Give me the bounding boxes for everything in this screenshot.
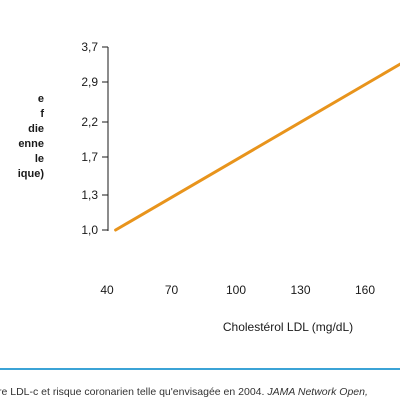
y-axis-ticks: 1,0 1,3 1,7 2,2 2,9 3,7: [81, 40, 108, 237]
y-tick-label: 2,9: [81, 75, 98, 89]
caption-journal: JAMA Network Open,: [267, 386, 368, 398]
caption-divider: [0, 368, 400, 370]
series-group: [114, 62, 400, 232]
plot-panel: e f die enne le ique) 1,0 1,3 1,7 2,2 2,9 3,7…: [17, 40, 400, 334]
y-tick-label: 1,3: [81, 188, 98, 202]
figure-caption: re LDL-c et risque coronarien telle qu'e…: [0, 386, 400, 398]
x-axis-label: Cholestérol LDL (mg/dL): [223, 320, 353, 334]
series-line: [114, 62, 400, 232]
x-axis-ticks: 40 70 100 130 160: [100, 283, 375, 297]
y-tick-label: 1,7: [81, 150, 98, 164]
x-tick-label: 40: [100, 283, 114, 297]
y-tick-label: 1,0: [81, 223, 98, 237]
y-tick-label: 2,2: [81, 115, 98, 129]
x-tick-label: 160: [355, 283, 375, 297]
y-axis-label: e f die enne le ique): [17, 93, 44, 180]
x-tick-label: 130: [290, 283, 310, 297]
caption-text: re LDL-c et risque coronarien telle qu'e…: [0, 386, 268, 398]
y-tick-label: 3,7: [81, 40, 98, 54]
x-tick-label: 70: [165, 283, 179, 297]
line-chart: 1,0 1,3 1,7 2,2 2,9 3,7 40 70 100 130 160 Cholest…: [81, 40, 400, 334]
x-tick-label: 100: [226, 283, 246, 297]
